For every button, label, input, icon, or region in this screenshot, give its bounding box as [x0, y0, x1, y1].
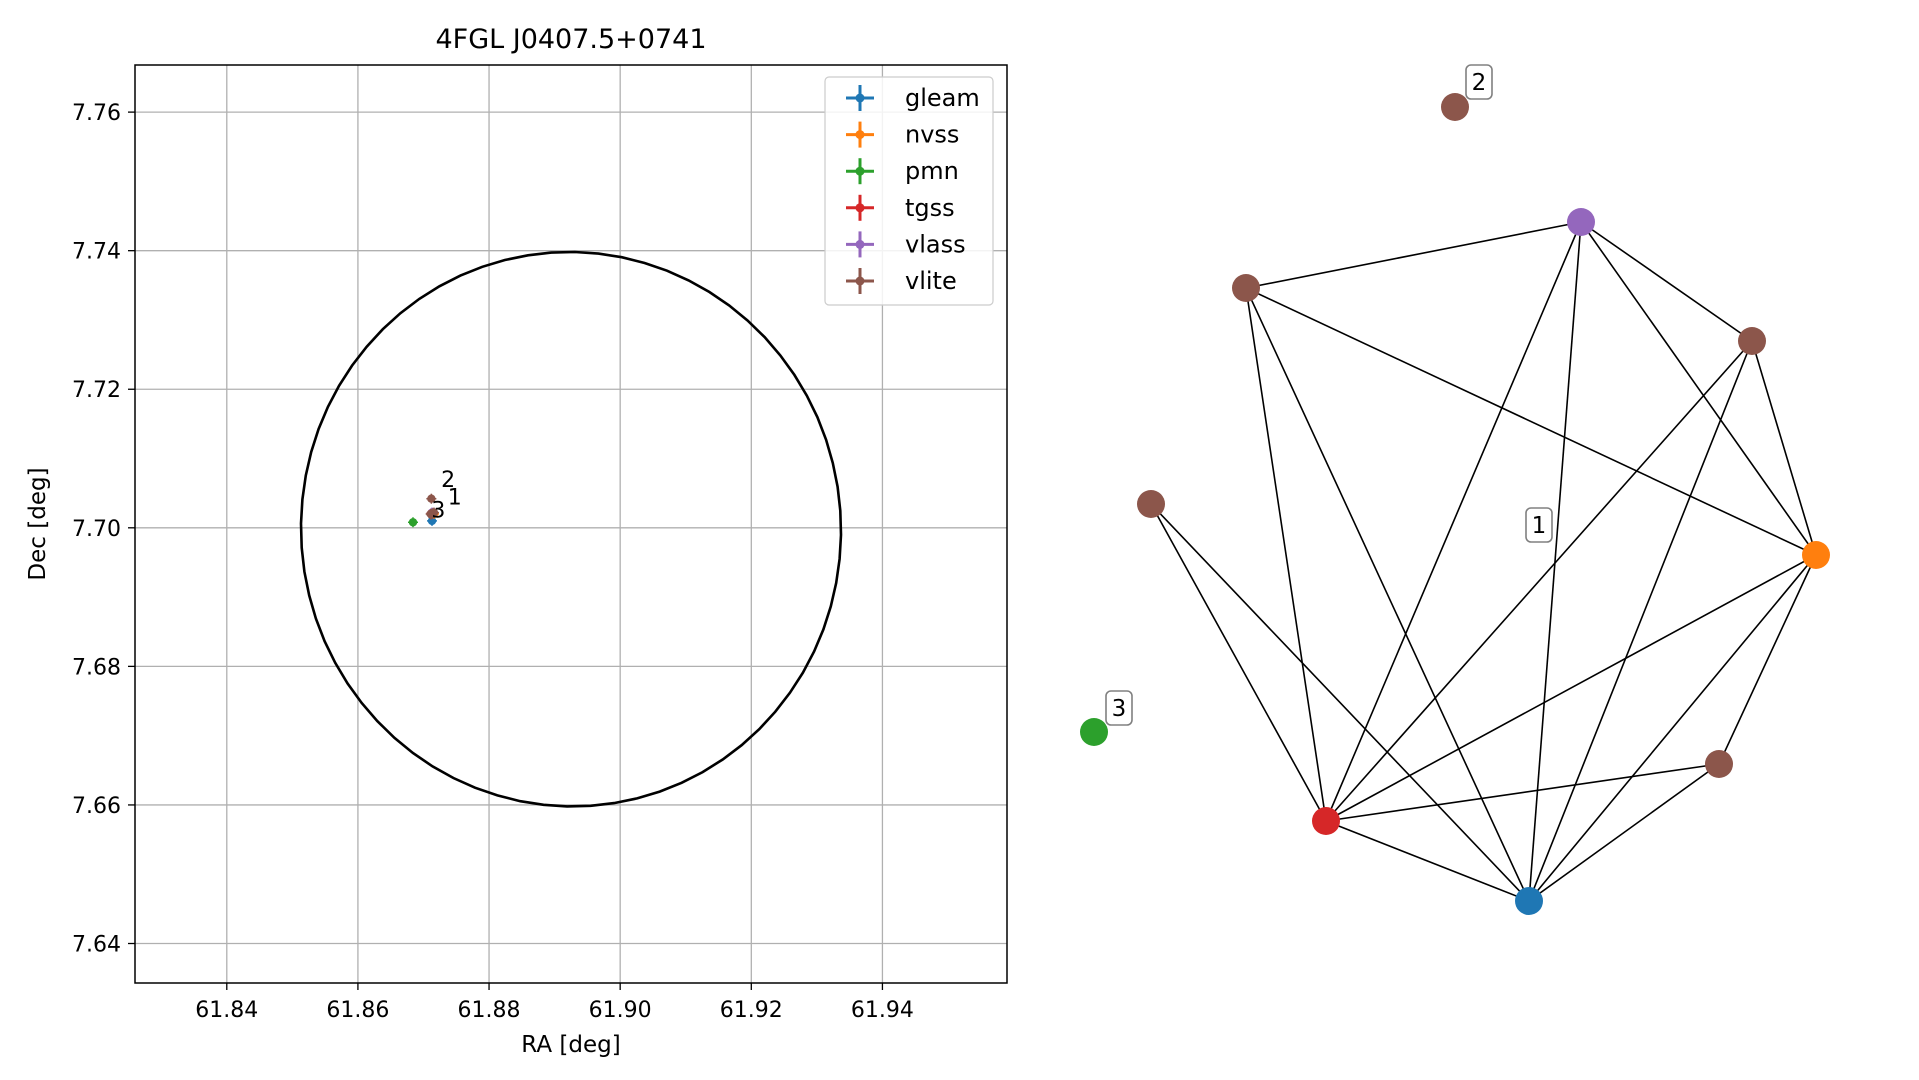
network-edge: [1245, 287, 1327, 822]
network-edge: [1325, 763, 1720, 822]
x-tick-label: 61.92: [720, 998, 783, 1023]
pmn-point: [408, 518, 418, 527]
component-label: 1: [1532, 513, 1547, 539]
legend-dot-pmn: [855, 166, 865, 176]
scatter-panel: 213 61.84 61.86 61.88 61.90 61.92 61.94 7.647…: [25, 24, 1008, 1058]
network-node-nvss: [1802, 541, 1830, 569]
network-edge: [1150, 503, 1530, 902]
network-panel: 1 2 3: [1080, 64, 1830, 915]
legend-dot-gleam: [855, 93, 865, 103]
component-label-box: [1525, 507, 1553, 543]
network-edge: [1580, 221, 1753, 342]
legend: gleam nvss pmn tgss vlass vlite: [824, 76, 994, 306]
point-annotations: 213: [431, 468, 461, 523]
x-tick-label: 61.84: [195, 998, 258, 1023]
x-axis-label: RA [deg]: [521, 1032, 620, 1058]
legend-entries: gleam nvss pmn tgss vlass vlite: [846, 84, 980, 295]
legend-dot-vlass: [855, 239, 865, 249]
point-annotation: 1: [448, 485, 462, 510]
component-label: 2: [1472, 70, 1487, 96]
x-axis-ticks: 61.84 61.86 61.88 61.90 61.92 61.94: [195, 983, 914, 1023]
y-tick-label: 7.64: [72, 933, 121, 958]
legend-dot-vlite: [855, 276, 865, 286]
legend-label-tgss: tgss: [905, 194, 955, 222]
network-edge: [1325, 554, 1817, 822]
point-annotation: 2: [441, 468, 455, 493]
network-edge: [1325, 340, 1753, 822]
network-edge: [1751, 340, 1817, 556]
component-labels: 1 2 3: [1105, 64, 1553, 726]
x-tick-label: 61.86: [326, 998, 389, 1023]
legend-dot-nvss: [855, 130, 865, 140]
vlite-point: [427, 510, 436, 519]
y-tick-label: 7.72: [72, 378, 121, 403]
network-edge: [1528, 763, 1720, 902]
y-tick-label: 7.76: [72, 101, 121, 126]
y-tick-label: 7.70: [72, 517, 121, 542]
legend-dot-tgss: [855, 203, 865, 213]
network-edge: [1528, 340, 1753, 902]
chart-title: 4FGL J0407.5+0741: [435, 24, 706, 55]
component-label-box: [1465, 64, 1493, 100]
network-edge: [1325, 820, 1530, 902]
y-tick-label: 7.66: [72, 794, 121, 819]
network-node-tgss: [1312, 807, 1340, 835]
network-node-vlite: [1738, 327, 1766, 355]
network-edge: [1580, 221, 1817, 556]
y-axis-label: Dec [deg]: [25, 467, 51, 580]
x-tick-label: 61.88: [458, 998, 521, 1023]
network-node-gleam: [1515, 887, 1543, 915]
y-tick-label: 7.74: [72, 240, 121, 265]
network-edge: [1245, 221, 1582, 289]
network-edge: [1245, 287, 1817, 556]
x-tick-label: 61.94: [851, 998, 914, 1023]
y-axis-ticks: 7.64 7.66 7.68 7.70 7.72 7.74 7.76: [72, 101, 135, 958]
network-node-vlite: [1137, 490, 1165, 518]
legend-label-gleam: gleam: [905, 84, 980, 112]
network-edge: [1528, 554, 1817, 902]
source-points: [407, 493, 439, 528]
plot-frame: [134, 64, 1008, 984]
legend-label-pmn: pmn: [905, 157, 959, 185]
network-edge: [1718, 554, 1817, 765]
legend-label-nvss: nvss: [905, 121, 959, 149]
network-node-vlass: [1567, 208, 1595, 236]
network-node-pmn: [1080, 718, 1108, 746]
network-edges: [1150, 221, 1817, 902]
error-ellipse: [299, 250, 843, 808]
component-label: 3: [1112, 696, 1127, 722]
network-edge: [1325, 221, 1582, 822]
x-tick-label: 61.90: [589, 998, 652, 1023]
point-annotation: 3: [431, 498, 445, 523]
network-node-vlite: [1705, 750, 1733, 778]
y-tick-label: 7.68: [72, 655, 121, 680]
legend-label-vlass: vlass: [905, 230, 966, 258]
error-ellipse-layer: [299, 250, 843, 808]
grid-lines: [135, 65, 1007, 983]
legend-label-vlite: vlite: [905, 267, 957, 295]
network-node-vlite: [1441, 93, 1469, 121]
vlite-point: [427, 494, 436, 503]
network-edge: [1150, 503, 1327, 822]
network-node-vlite: [1232, 274, 1260, 302]
component-label-box: [1105, 690, 1133, 726]
network-edge: [1528, 221, 1582, 902]
network-nodes: [1080, 93, 1830, 915]
